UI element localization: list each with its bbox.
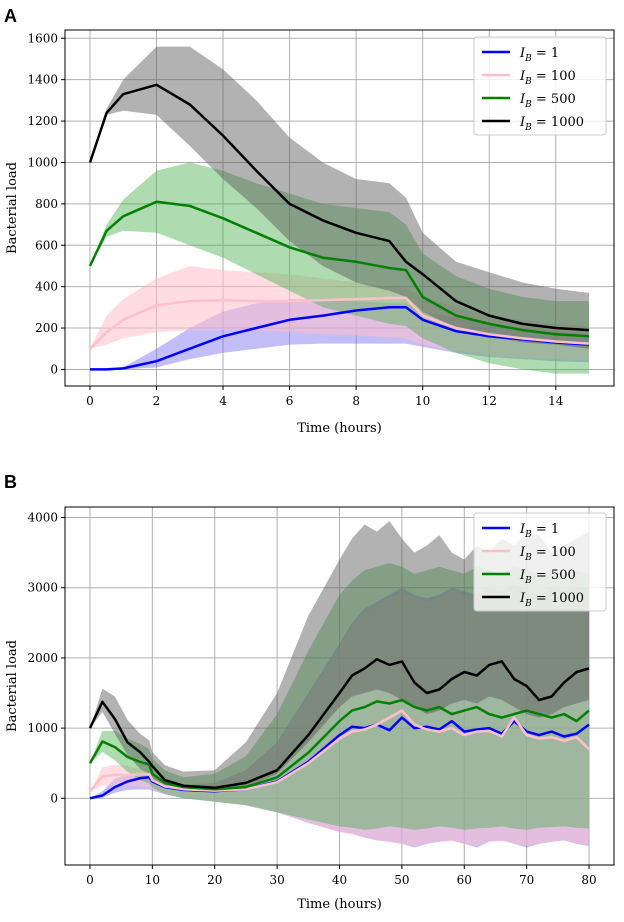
legend-label-value: = 100 [532,69,576,84]
legend-box [473,36,607,136]
legend-label-main: I [519,522,526,537]
y-tick-label: 1200 [27,114,58,128]
legend-label-sub: B [524,553,532,563]
axes-frame [64,29,615,387]
legend-label-sub: B [524,530,532,540]
legend-label-value: = 500 [532,92,576,107]
panel-label: B [4,472,17,492]
line-ib-1 [90,306,590,371]
legend-label-sub: B [524,576,532,586]
y-axis-label: Bacterial load [5,640,20,732]
x-tick-label: 20 [207,873,222,887]
legend-label-value: = 1000 [532,591,584,606]
line-ib-100 [89,709,590,793]
legend-label-main: I [519,591,526,606]
legend-box [473,512,607,612]
y-axis-label: Bacterial load [5,162,20,254]
x-tick-label: 60 [457,873,472,887]
legend-label-main: I [519,69,526,84]
x-tick-label: 14 [548,394,564,408]
legend-label-main: I [519,115,526,130]
line-ib-500 [88,698,590,791]
x-tick-label: 70 [519,873,534,887]
band-ib-1000 [90,521,589,793]
band-ib-100 [90,587,589,846]
legend-label-sub: B [524,54,532,64]
x-tick-label: 0 [86,873,94,887]
panel-a: A 0 2 4 6 8 10 12 14 0 200 400 600 800 1000 1200 1400 160… [4,6,615,436]
x-tick-label: 0 [86,394,94,408]
legend-label: IB = 100 [519,69,576,87]
legend-label: IB = 500 [519,568,576,586]
y-tick-label: 0 [50,791,58,805]
band-ib-1000 [90,46,589,349]
line-ib-1000 [88,658,590,790]
y-tick-label: 0 [50,362,58,376]
legend-label-value: = 1 [532,522,559,537]
x-tick-label: 30 [269,873,284,887]
y-tick-label: 4000 [27,511,58,525]
legend-label-value: = 1000 [532,115,584,130]
x-tick-label: 12 [482,394,497,408]
y-tick-label: 200 [35,321,58,335]
panel-label: A [4,6,17,26]
x-tick-label: 40 [332,873,347,887]
legend-label: IB = 1000 [519,591,584,609]
y-tick-label: 800 [35,197,58,211]
legend-label-value: = 500 [532,568,576,583]
legend-label-main: I [519,545,526,560]
y-tick-label: 1600 [27,31,58,45]
x-axis-label: Time (hours) [297,421,382,436]
y-tick-label: 1400 [27,73,58,87]
y-tick-label: 2000 [27,651,58,665]
x-tick-label: 80 [581,873,596,887]
legend-label: IB = 1000 [519,115,584,133]
x-tick-label: 10 [145,873,160,887]
plot-area [88,46,590,374]
line-ib-100 [89,296,590,350]
legend-label-sub: B [524,599,532,609]
legend-label-sub: B [524,100,532,110]
line-ib-500 [88,200,590,338]
x-tick-label: 10 [415,394,430,408]
legend-label-main: I [519,46,526,61]
x-tick-label: 50 [394,873,409,887]
legend-label-sub: B [524,77,532,87]
panel-b: B 0 10 20 30 40 50 60 70 80 0 1000 2000 3000 4000 Time … [4,472,615,912]
legend-label-value: = 1 [532,46,559,61]
legend-label: IB = 500 [519,92,576,110]
y-tick-label: 600 [35,238,58,252]
legend-label: IB = 100 [519,545,576,563]
legend-label-sub: B [524,123,532,133]
plot-area [88,521,590,848]
legend-label-value: = 100 [532,545,576,560]
legend-label-main: I [519,568,526,583]
legend-label-main: I [519,92,526,107]
legend-label: IB = 1 [519,46,559,64]
y-tick-label: 1000 [27,721,58,735]
line-ib-1000 [88,83,590,332]
x-tick-label: 2 [153,394,161,408]
y-tick-label: 400 [35,280,58,294]
y-tick-label: 3000 [27,581,58,595]
x-tick-label: 6 [286,394,294,408]
x-axis-label: Time (hours) [297,897,382,912]
legend-label: IB = 1 [519,522,559,540]
y-tick-label: 1000 [27,155,58,169]
x-tick-label: 4 [219,394,227,408]
band-ib-500 [90,563,589,830]
x-tick-label: 8 [352,394,360,408]
